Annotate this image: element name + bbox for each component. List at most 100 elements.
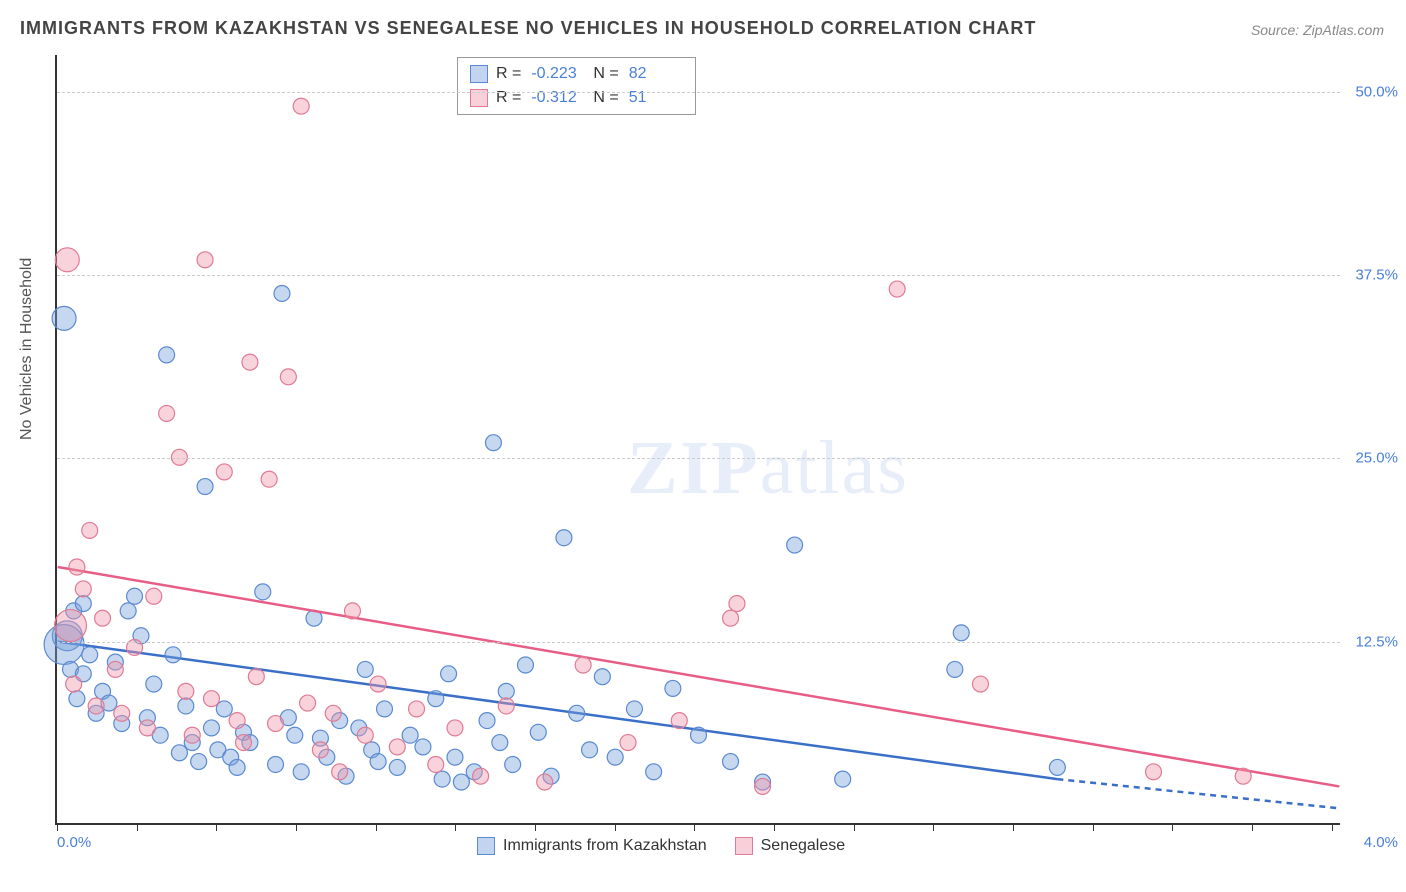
data-point [646,764,662,780]
n-label: N = [593,86,618,110]
plot-area: R = -0.223 N = 82 R = -0.312 N = 51 ZIPa… [55,55,1340,825]
data-point [55,610,87,642]
data-point [787,537,803,553]
xtick-mark [455,823,456,831]
data-point [517,657,533,673]
xtick-mark [376,823,377,831]
data-point [671,713,687,729]
data-point [953,625,969,641]
data-point [95,610,111,626]
data-point [575,657,591,673]
data-point [107,661,123,677]
legend-label-senegalese: Senegalese [761,837,846,855]
data-point [415,739,431,755]
data-point [972,676,988,692]
data-point [203,691,219,707]
data-point [268,757,284,773]
data-point [620,735,636,751]
n-value-kazakhstan: 82 [629,62,683,86]
data-point [229,713,245,729]
data-point [537,774,553,790]
data-point [184,727,200,743]
data-point [178,683,194,699]
data-point [723,610,739,626]
data-point [216,701,232,717]
data-point [274,285,290,301]
gridline-h [57,642,1340,643]
swatch-blue-icon [477,837,495,855]
ytick-label: 12.5% [1355,633,1398,650]
data-point [82,647,98,663]
xtick-mark [1013,823,1014,831]
xtick-label: 0.0% [57,834,91,851]
data-point [434,771,450,787]
xtick-mark [615,823,616,831]
xtick-mark [1332,823,1333,831]
data-point [428,757,444,773]
data-point [146,676,162,692]
data-point [52,306,76,330]
data-point [505,757,521,773]
data-point [370,754,386,770]
data-point [88,698,104,714]
data-point [197,252,213,268]
data-point [1146,764,1162,780]
data-point [594,669,610,685]
data-point [261,471,277,487]
xtick-mark [1252,823,1253,831]
data-point [556,530,572,546]
data-point [66,676,82,692]
data-point [178,698,194,714]
legend-row-senegalese: R = -0.312 N = 51 [470,86,683,110]
ytick-label: 25.0% [1355,450,1398,467]
data-point [389,739,405,755]
data-point [947,661,963,677]
data-point [357,727,373,743]
data-point [332,764,348,780]
data-point [370,676,386,692]
scatter-svg [57,55,1340,823]
xtick-mark [854,823,855,831]
data-point [75,596,91,612]
data-point [357,661,373,677]
data-point [582,742,598,758]
data-point [402,727,418,743]
data-point [485,435,501,451]
data-point [729,596,745,612]
data-point [447,749,463,765]
data-point [165,647,181,663]
data-point [216,464,232,480]
trend-line-extrapolated [1057,779,1339,808]
r-value-senegalese: -0.312 [531,86,585,110]
data-point [389,759,405,775]
data-point [377,701,393,717]
data-point [139,720,155,736]
data-point [1049,759,1065,775]
swatch-blue-icon [470,65,488,83]
legend-item-senegalese: Senegalese [735,837,846,855]
data-point [723,754,739,770]
data-point [171,449,187,465]
data-point [409,701,425,717]
legend-item-kazakhstan: Immigrants from Kazakhstan [477,837,707,855]
data-point [479,713,495,729]
data-point [325,705,341,721]
gridline-h [57,92,1340,93]
data-point [300,695,316,711]
data-point [280,369,296,385]
series-legend: Immigrants from Kazakhstan Senegalese [477,837,845,855]
data-point [55,248,79,272]
data-point [441,666,457,682]
data-point [428,691,444,707]
r-value-kazakhstan: -0.223 [531,62,585,86]
data-point [248,669,264,685]
data-point [69,691,85,707]
data-point [447,720,463,736]
xtick-mark [694,823,695,831]
xtick-mark [774,823,775,831]
data-point [82,522,98,538]
source-name: ZipAtlas.com [1303,22,1384,38]
data-point [203,720,219,736]
legend-label-kazakhstan: Immigrants from Kazakhstan [503,837,707,855]
data-point [835,771,851,787]
